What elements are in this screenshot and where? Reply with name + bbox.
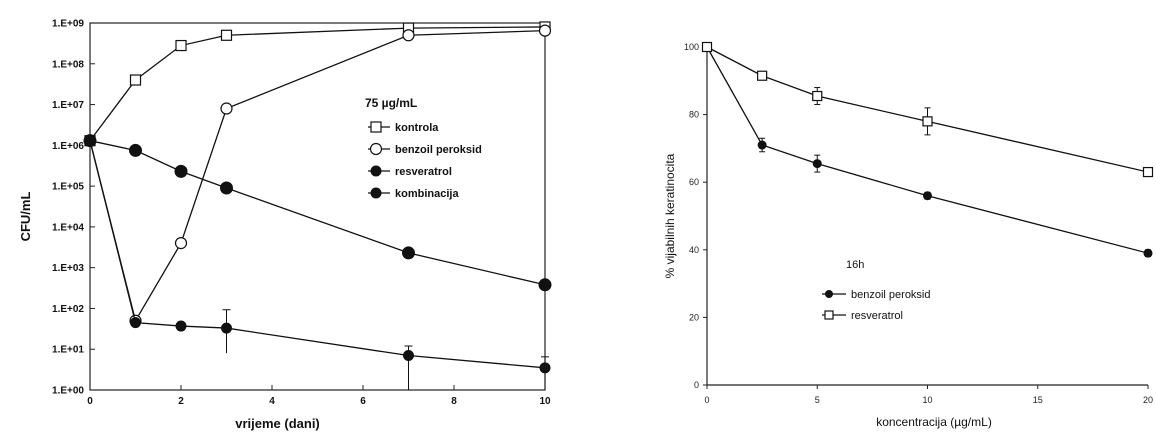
left-series-line [89,140,546,369]
right-y-tick-label: 40 [689,245,699,255]
left-chart-cfu: 1.E+00 1.E+01 1.E+02 1.E+03 1.E+04 1.E+05 1.E+… [18,19,552,431]
right-data-point [1142,166,1154,178]
left-data-point [538,24,552,37]
left-data-point [220,181,233,195]
left-data-point [84,135,96,147]
left-series-resveratrol [83,134,552,292]
right-x-tick-label: 0 [704,395,709,405]
left-legend-label: benzoil peroksid [395,144,482,156]
right-x-tick-label: 10 [922,395,932,405]
right-data-point [1143,248,1153,258]
left-data-point [129,143,142,157]
left-series-benzoil-peroksid [83,24,552,327]
left-x-tick-label: 2 [178,396,184,407]
right-series-line [706,46,1149,254]
left-legend-label: kombinacija [395,188,459,200]
left-y-tick-label: 1.E+09 [52,19,84,30]
left-legend-marker [369,142,383,156]
right-x-tick-label: 15 [1033,395,1043,405]
right-data-point [812,159,822,169]
left-data-point [538,278,552,292]
right-y-tick-label: 60 [689,177,699,187]
left-data-point [174,164,188,178]
left-series-kontrola [84,21,551,147]
left-series-line [89,140,546,286]
left-data-point [402,246,415,260]
right-x-axis-label: koncentracija (µg/mL) [876,415,992,429]
left-data-point [174,237,188,250]
right-y-tick-label: 20 [689,312,699,322]
left-y-tick-label: 1.E+06 [52,141,84,152]
right-legend-title: 16h [846,259,864,271]
left-data-point [220,102,233,115]
right-data-point [701,41,713,53]
left-y-axis-label: CFU/mL [18,192,33,242]
right-series-benzoil-peroksid [702,42,1153,258]
right-chart-keratinocyte-viability: 0 20 40 60 80 100 0 5 10 15 20 koncentracija (µg/mL… [663,41,1154,429]
right-data-point [757,140,767,150]
left-x-tick-label: 8 [451,396,457,407]
left-legend-marker [370,165,382,177]
left-legend-title: 75 µg/mL [365,96,417,110]
right-data-point [923,191,932,201]
left-series-line [89,26,546,142]
left-data-point [220,29,233,41]
left-legend-marker [370,121,382,133]
left-y-tick-label: 1.E+00 [52,386,84,397]
left-x-axis-label: vrijeme (dani) [235,416,320,431]
left-x-tick-label: 10 [539,396,551,407]
left-plot-frame [89,22,546,391]
right-x-tick-label: 5 [815,395,820,405]
left-data-point [221,322,232,334]
right-series-resveratrol [701,41,1154,178]
left-series-kombinacija [84,135,551,390]
left-data-point [130,317,141,329]
left-y-tick-label: 1.E+08 [52,59,84,70]
right-data-point [922,116,933,127]
left-series-line [89,29,546,323]
left-legend-label: kontrola [395,122,439,134]
left-y-tick-label: 1.E+05 [52,182,84,193]
right-data-point [812,90,823,102]
right-y-axis-label: % vijabilnih keratinocita [663,153,677,278]
left-x-tick-label: 4 [269,396,275,407]
left-data-point [175,39,187,52]
left-y-tick-label: 1.E+02 [52,304,84,315]
right-legend-marker [825,290,833,298]
left-y-tick-label: 1.E+01 [52,345,84,356]
left-y-tick-label: 1.E+07 [52,100,84,111]
left-legend-marker [370,187,382,199]
left-data-point [403,350,414,362]
left-data-point [129,74,142,86]
left-data-point [539,362,551,374]
right-legend-label: resveratrol [851,310,903,322]
left-y-tick-label: 1.E+03 [52,263,84,274]
left-legend-label: resveratrol [395,166,452,178]
right-y-tick-label: 100 [684,42,699,52]
left-data-point [175,320,187,332]
right-legend-label: benzoil peroksid [851,289,931,301]
left-x-tick-label: 6 [360,396,366,407]
left-y-tick-label: 1.E+04 [52,222,84,233]
right-x-tick-label: 20 [1143,395,1153,405]
right-y-tick-label: 80 [689,110,699,120]
right-data-point [757,70,768,81]
left-x-tick-label: 0 [87,396,93,407]
right-legend-marker [824,310,834,320]
left-data-point [402,29,415,42]
right-y-tick-label: 0 [694,380,699,390]
